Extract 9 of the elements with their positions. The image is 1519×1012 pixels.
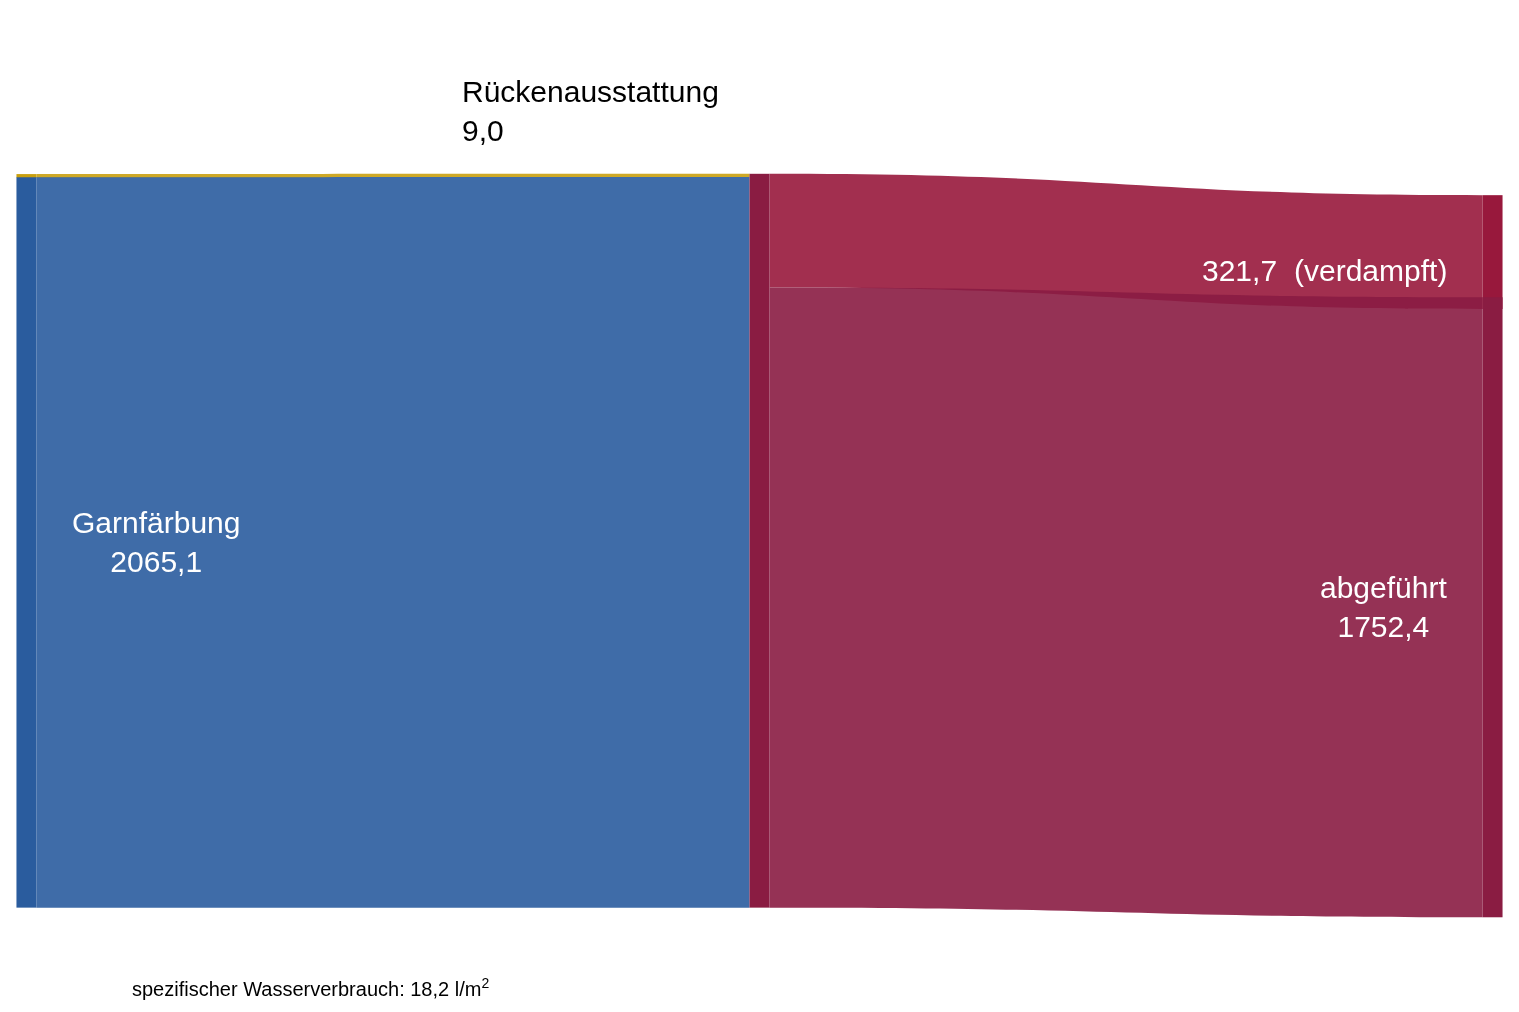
category-label: abgeführt	[1320, 571, 1448, 604]
category-label: Garnfärbung	[72, 506, 241, 539]
text: spezifischer Wasserverbrauch: 18,2 l/m$^{2}$	[132, 975, 490, 1001]
category-label: Rückenausstattung	[462, 75, 719, 108]
data-label: 1752,4	[1337, 610, 1430, 643]
data-label: 2065,1	[110, 545, 203, 578]
data-label: 9,0	[462, 114, 504, 147]
data-label: 321,7	[1202, 254, 1278, 287]
category-label: (verdampft)	[1294, 254, 1448, 287]
